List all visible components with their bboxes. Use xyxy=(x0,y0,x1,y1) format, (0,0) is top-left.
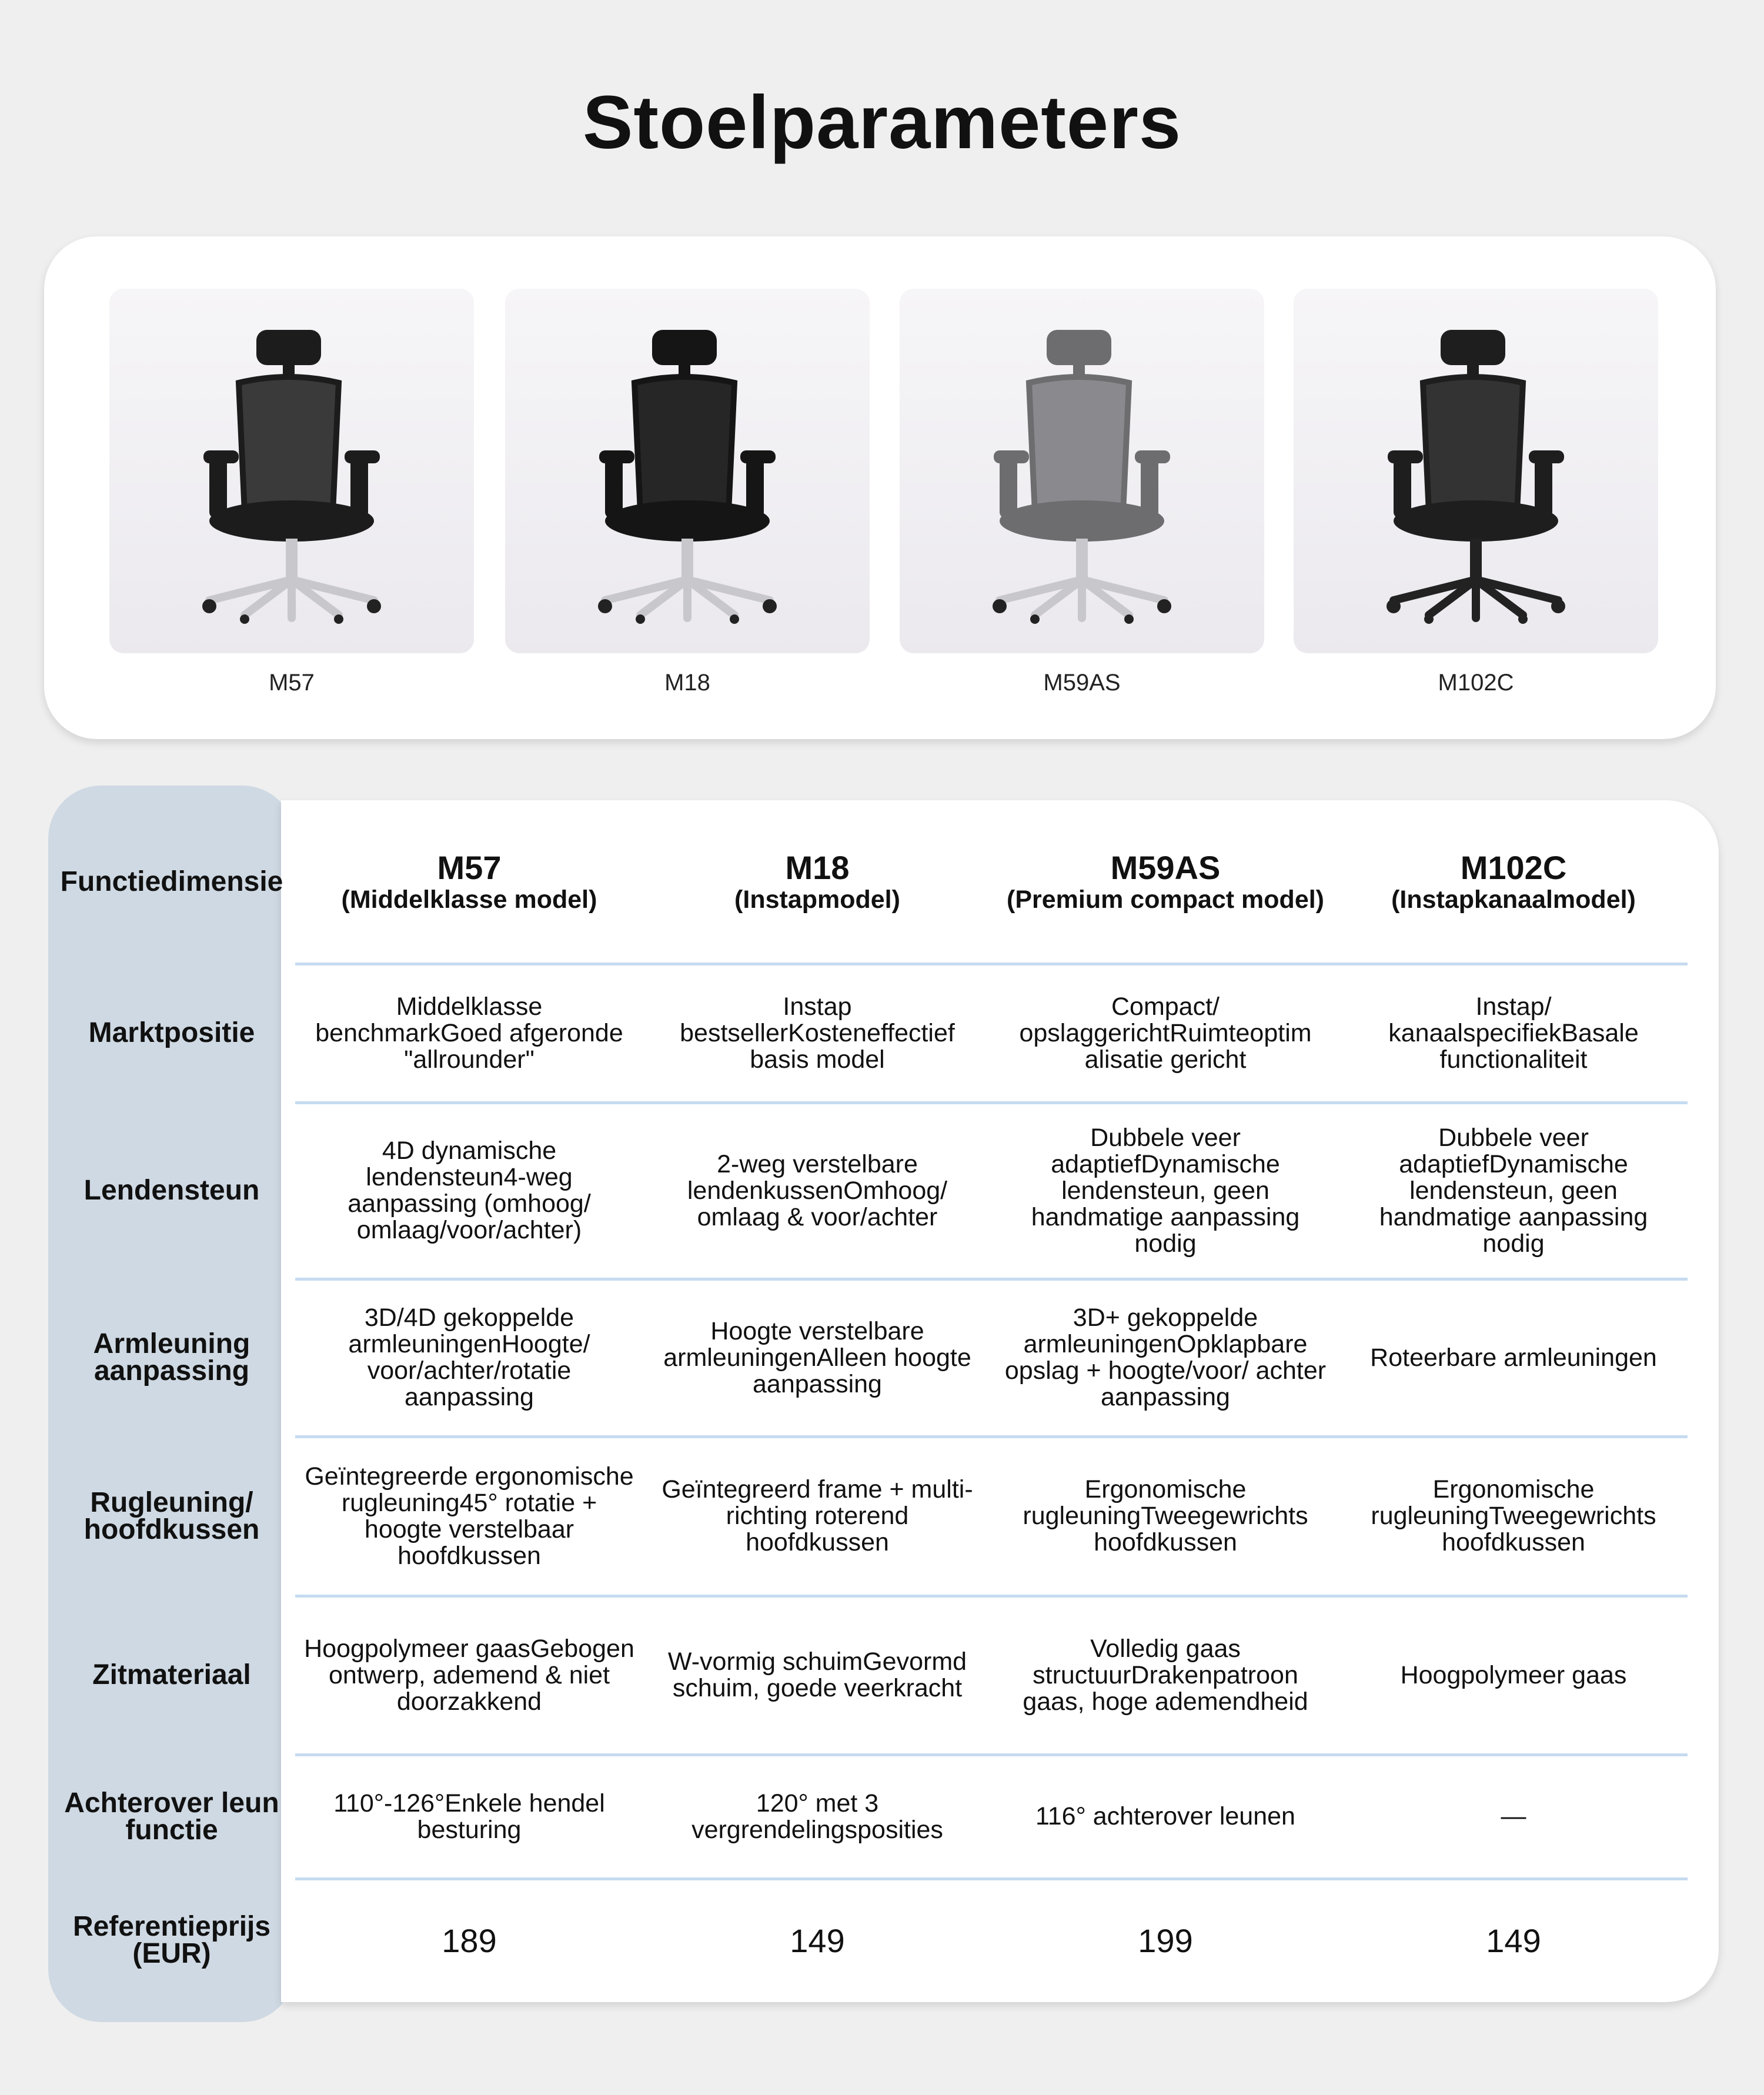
product-name: M102C xyxy=(1438,670,1514,696)
model-subtitle: (Instapmodel) xyxy=(734,886,900,914)
product-name: M57 xyxy=(269,670,315,696)
model-name: M102C xyxy=(1460,849,1567,886)
chair-image-black-foam xyxy=(505,289,870,653)
chair-image-grey-mesh xyxy=(900,289,1264,653)
chair-image-black-compact xyxy=(1294,289,1658,653)
table-cell: 110°-126°Enkele hendel besturing xyxy=(333,1789,605,1844)
column-header: M57 (Middelklasse model) xyxy=(295,800,643,964)
model-subtitle: (Premium compact model) xyxy=(1007,886,1324,914)
table-cell: Instap/ kanaalspecifiekBasale functional… xyxy=(1388,992,1639,1074)
table-cell: Geïntegreerd frame + multi-richting rote… xyxy=(662,1475,973,1556)
comparison-table-card xyxy=(281,800,1719,2002)
row-label: Zitmateriaal xyxy=(92,1659,251,1690)
table-cell: Geïntegreerde ergonomische rugleuning45°… xyxy=(305,1462,634,1570)
model-subtitle: (Middelklasse model) xyxy=(341,886,597,914)
table-cell: 189 xyxy=(442,1922,497,1959)
row-label: Rugleuning/ hoofdkussen xyxy=(83,1486,260,1545)
product-card: M59AS xyxy=(900,289,1264,696)
product-card: M18 xyxy=(505,289,870,696)
product-card: M57 xyxy=(109,289,474,696)
page-title: Stoelparameters xyxy=(582,81,1182,165)
label-column-background xyxy=(48,786,295,2022)
model-name: M59AS xyxy=(1110,849,1221,886)
table-cell: 199 xyxy=(1138,1922,1193,1959)
table-cell: 2-weg verstelbare lendenkussenOmhoog/ om… xyxy=(687,1150,948,1231)
header-label: Functiedimensie xyxy=(60,866,283,897)
table-cell: Hoogpolymeer gaas xyxy=(1400,1660,1627,1689)
table-cell: W-vormig schuimGevormd schuim, goede vee… xyxy=(667,1648,967,1702)
model-subtitle: (Instapkanaalmodel) xyxy=(1391,886,1636,914)
row-label: Armleuning aanpassing xyxy=(93,1328,250,1386)
product-card: M102C xyxy=(1294,289,1658,696)
table-cell: 120° met 3 vergrendelingsposities xyxy=(691,1789,943,1844)
table-cell: Volledig gaas structuurDrakenpatroon gaa… xyxy=(1023,1634,1308,1716)
table-cell: 3D/4D gekoppelde armleuningenHoogte/ voo… xyxy=(348,1304,590,1411)
chair-image-black-mesh xyxy=(109,289,474,653)
table-cell: 3D+ gekoppelde armleuningenOpklapbare op… xyxy=(1004,1304,1327,1411)
table-row: Armleuning aanpassing 3D/4D gekoppelde ar… xyxy=(48,1279,1688,1438)
table-cell: Hoogte verstelbare armleuningenAlleen ho… xyxy=(663,1317,971,1398)
table-row: Achterover leun functie 110°-126°Enkele h… xyxy=(48,1755,1688,1880)
table-cell: Instap bestsellerKosteneffectief basis m… xyxy=(680,992,955,1074)
table-cell: Hoogpolymeer gaasGebogen ontwerp, ademen… xyxy=(304,1634,634,1716)
table-row: Rugleuning/ hoofdkussen Geïntegreerde erg… xyxy=(48,1436,1688,1598)
table-cell: 4D dynamische lendensteun4-weg aanpassin… xyxy=(348,1137,591,1244)
table-cell: 149 xyxy=(1486,1922,1541,1959)
table-row: Zitmateriaal Hoogpolymeer gaasGebogen ont… xyxy=(48,1596,1688,1756)
row-label: Marktpositie xyxy=(88,1017,255,1048)
table-cell: 116° achterover leunen xyxy=(1035,1802,1295,1830)
table-row: Marktpositie Middelklasse benchmarkGoed a… xyxy=(48,964,1688,1104)
product-name: M59AS xyxy=(1043,670,1121,696)
table-cell: 149 xyxy=(790,1922,845,1959)
table-cell: Ergonomische rugleuningTweegewrichts hoo… xyxy=(1023,1475,1308,1556)
product-gallery: M57 M18 M59AS xyxy=(44,236,1716,739)
table-row: Lendensteun 4D dynamische lendensteun4-we… xyxy=(48,1102,1688,1281)
row-label: Lendensteun xyxy=(83,1175,260,1206)
table-cell: Compact/ opslaggerichtRuimteoptim alisat… xyxy=(1019,992,1312,1074)
table-cell: — xyxy=(1501,1802,1526,1830)
table-cell: Dubbele veer adaptiefDynamische lendenst… xyxy=(1379,1123,1648,1258)
table-cell: Dubbele veer adaptiefDynamische lendenst… xyxy=(1031,1123,1300,1258)
table-cell: Middelklasse benchmarkGoed afgeronde "al… xyxy=(315,992,623,1074)
column-header: M59AS (Premium compact model) xyxy=(991,800,1339,964)
model-name: M18 xyxy=(785,849,850,886)
row-label: Referentieprijs (EUR) xyxy=(72,1911,271,1969)
table-header-row: Functiedimensie M57 (Middelklasse model) M1… xyxy=(48,800,1688,965)
column-header: M18 (Instapmodel) xyxy=(643,800,991,964)
row-label: Achterover leun functie xyxy=(64,1787,279,1846)
column-header: M102C (Instapkanaalmodel) xyxy=(1339,800,1688,964)
product-name: M18 xyxy=(664,670,710,696)
table-row: Referentieprijs (EUR) 189 149 199 149 xyxy=(48,1879,1688,2002)
table-cell: Ergonomische rugleuningTweegewrichts hoo… xyxy=(1371,1475,1656,1556)
table-cell: Roteerbare armleuningen xyxy=(1370,1343,1657,1372)
model-name: M57 xyxy=(437,849,502,886)
